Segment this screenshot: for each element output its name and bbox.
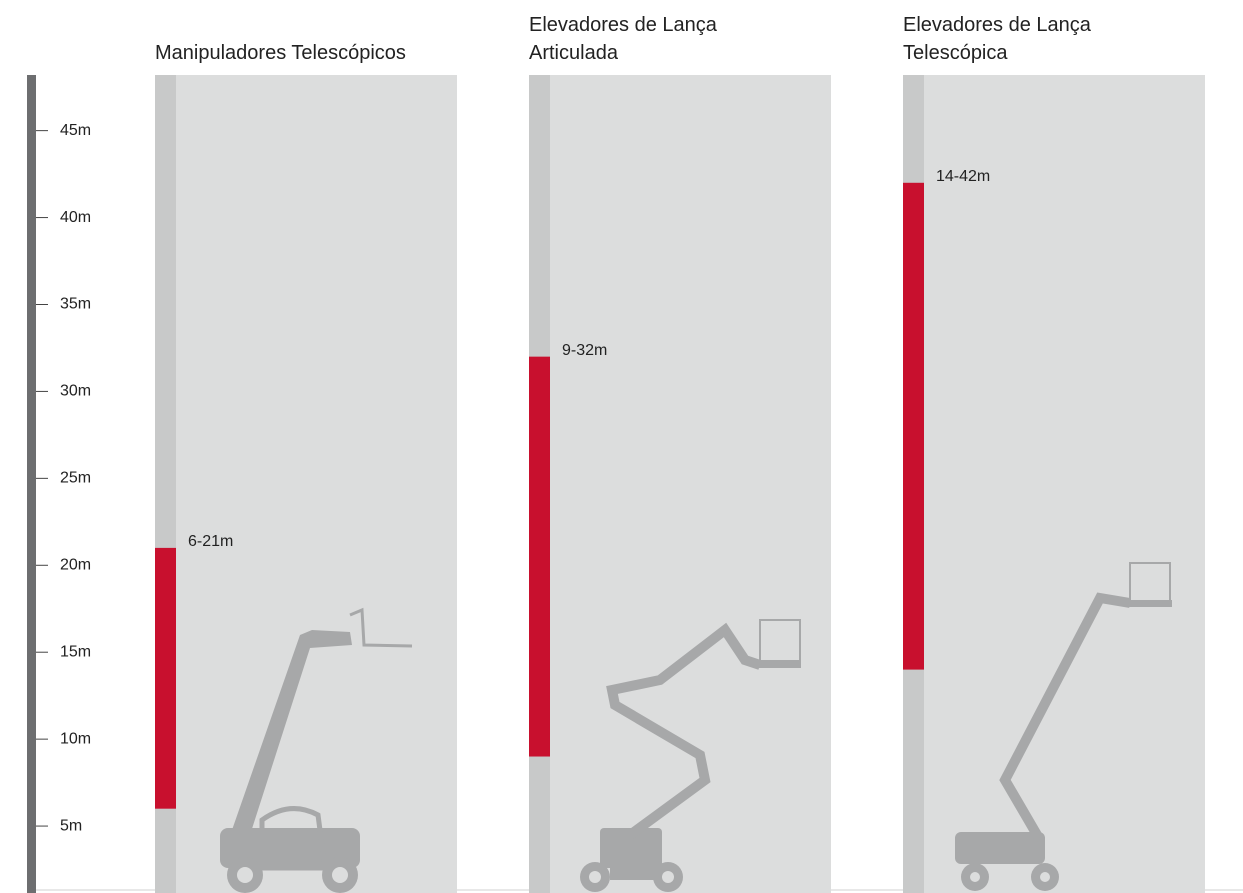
page: 5m 10m 15m 20m 25m 30m 35m 40m 45m 6-21m 9-32m 14-4…: [0, 0, 1243, 893]
range-bar: [155, 548, 176, 809]
column-title: Elevadores de Lança Telescópica: [903, 11, 1143, 67]
chart: 5m 10m 15m 20m 25m 30m 35m 40m 45m 6-21m 9-32m 14-4…: [0, 0, 1243, 893]
axis-bar: [27, 75, 36, 893]
column-panel: [903, 75, 1205, 893]
column-panel: [529, 75, 831, 893]
value-label: 9-32m: [562, 342, 607, 359]
column-title: Manipuladores Telescópicos: [155, 39, 465, 67]
range-bar: [903, 183, 924, 670]
value-label: 6-21m: [188, 533, 233, 550]
y-tick-label: 10m: [60, 730, 91, 747]
range-bar: [529, 357, 550, 757]
y-tick-label: 25m: [60, 470, 91, 487]
column-panel: [155, 75, 457, 893]
panels: [155, 75, 1205, 893]
column-title: Elevadores de Lança Articulada: [529, 11, 769, 67]
y-tick-label: 20m: [60, 556, 91, 573]
y-tick-label: 5m: [60, 817, 82, 834]
y-tick-label: 40m: [60, 209, 91, 226]
y-tick-label: 45m: [60, 122, 91, 139]
y-tick-label: 30m: [60, 383, 91, 400]
value-label: 14-42m: [936, 168, 990, 185]
y-tick-label: 15m: [60, 643, 91, 660]
y-tick-label: 35m: [60, 296, 91, 313]
